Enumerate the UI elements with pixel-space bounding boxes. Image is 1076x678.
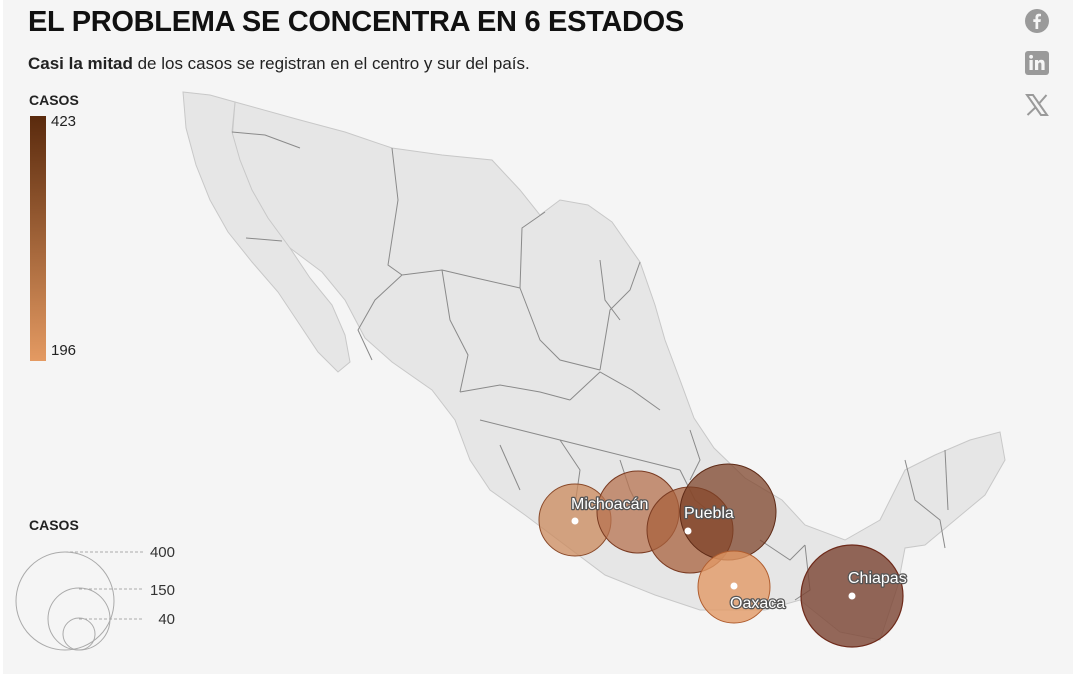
color-gradient-bar	[30, 116, 46, 361]
label-chiapas: Chiapas	[848, 570, 907, 587]
size-legend-40: 40	[158, 611, 175, 628]
marker-dot	[848, 592, 856, 600]
linkedin-icon[interactable]	[1024, 50, 1050, 76]
size-legend-150: 150	[150, 582, 175, 599]
label-michoacan: Michoacán	[571, 496, 648, 513]
size-legend-400: 400	[150, 544, 175, 561]
mexico-map	[182, 91, 1006, 641]
baja-california	[182, 91, 351, 373]
marker-dot	[730, 582, 738, 590]
page-subtitle: Casi la mitad de los casos se registran …	[28, 54, 530, 74]
page-title: EL PROBLEMA SE CONCENTRA EN 6 ESTADOS	[28, 6, 684, 38]
share-buttons	[1024, 8, 1054, 134]
state-borders	[231, 131, 949, 601]
color-legend-min: 196	[51, 342, 77, 359]
marker-dot	[571, 517, 579, 525]
color-legend-max: 423	[51, 113, 77, 130]
label-puebla: Puebla	[684, 505, 734, 522]
marker-dot	[684, 527, 692, 535]
subtitle-text: de los casos se registran en el centro y…	[132, 54, 530, 73]
label-oaxaca: Oaxaca	[730, 595, 785, 612]
size-legend: 400 150 40	[15, 544, 175, 651]
size-legend-title: CASOS	[29, 517, 79, 533]
subtitle-highlight: Casi la mitad	[28, 54, 133, 73]
x-icon[interactable]	[1024, 92, 1050, 118]
color-legend-title: CASOS	[29, 92, 79, 108]
size-legend-circle-large	[15, 551, 115, 651]
size-legend-circle-small	[62, 617, 96, 651]
mexico-mainland	[229, 101, 1006, 641]
bubbles: Michoacán Puebla Oaxaca Chiapas	[538, 463, 908, 648]
facebook-icon[interactable]	[1024, 8, 1050, 34]
